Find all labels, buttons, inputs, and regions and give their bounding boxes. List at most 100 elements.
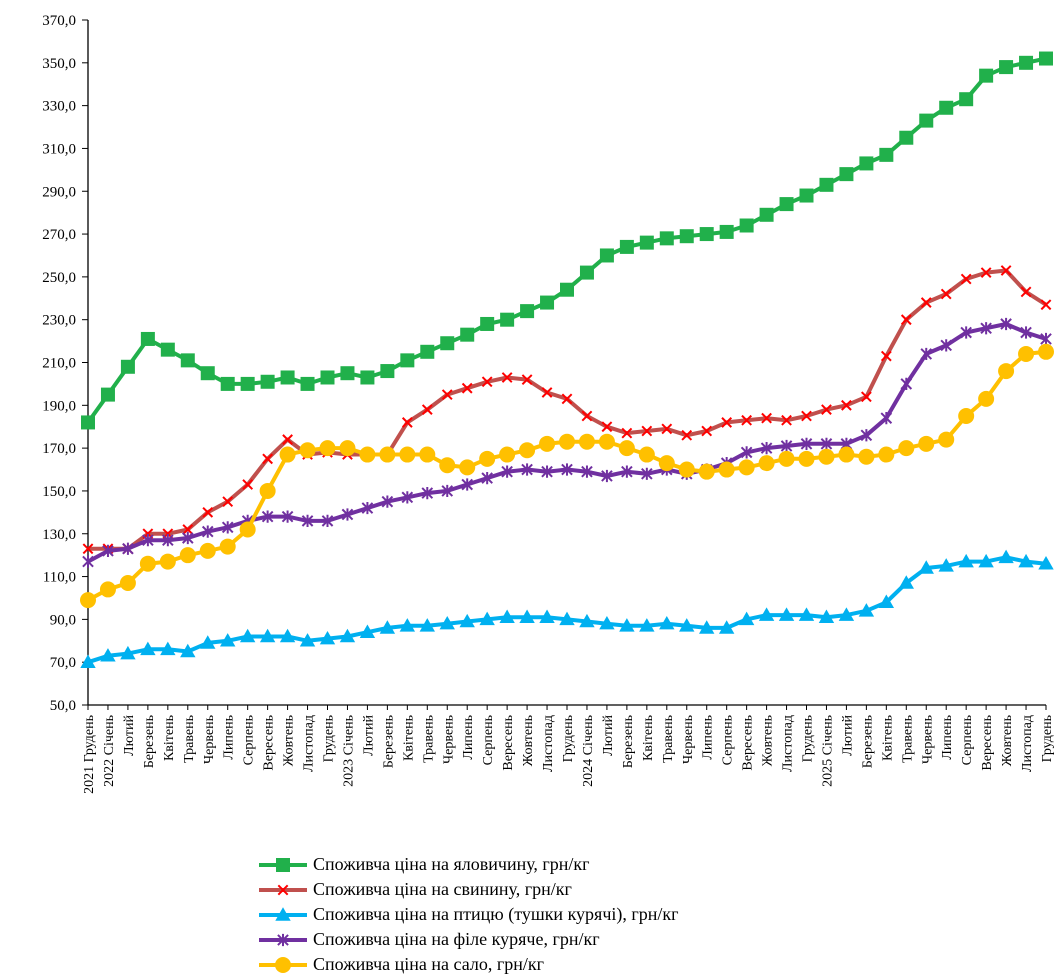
x-tick-label: Червень bbox=[202, 715, 217, 764]
x-tick-label: Вересень bbox=[741, 715, 756, 771]
data-point-pork bbox=[1040, 299, 1052, 311]
data-point-poultry bbox=[659, 615, 675, 630]
data-point-chicken-fillet bbox=[401, 491, 414, 504]
data-point-salo bbox=[519, 442, 536, 459]
data-point-salo bbox=[299, 442, 316, 459]
data-point-pork bbox=[501, 372, 513, 383]
data-point-beef bbox=[999, 60, 1014, 75]
legend-item-chicken-fillet: Споживча ціна на філе куряче, грн/кг bbox=[255, 927, 855, 952]
data-point-salo bbox=[898, 440, 915, 457]
data-point-beef bbox=[100, 387, 115, 402]
data-point-poultry bbox=[399, 618, 416, 632]
x-tick-label: Листопад bbox=[1020, 715, 1035, 772]
data-point-chicken-fillet bbox=[521, 463, 533, 476]
data-point-salo bbox=[978, 390, 995, 407]
legend-marker-poultry bbox=[259, 906, 307, 921]
data-point-chicken-fillet bbox=[421, 486, 434, 500]
data-point-pork bbox=[561, 393, 573, 405]
data-point-beef bbox=[879, 147, 894, 162]
data-point-pork bbox=[202, 506, 214, 518]
data-point-beef bbox=[699, 227, 714, 242]
legend-point bbox=[277, 884, 289, 895]
y-tick-label: 270,0 bbox=[42, 227, 76, 243]
data-point-salo bbox=[379, 446, 396, 463]
data-point-salo bbox=[319, 440, 336, 457]
x-tick-label: Березень bbox=[860, 715, 875, 768]
y-tick-label: 290,0 bbox=[42, 184, 76, 200]
x-tick-label: Травень bbox=[421, 715, 436, 763]
data-point-chicken-fillet bbox=[481, 471, 493, 485]
data-point-beef bbox=[739, 218, 754, 233]
data-point-salo bbox=[678, 461, 695, 478]
y-tick-label: 90,0 bbox=[50, 612, 76, 628]
x-tick-label: 2025 Січень bbox=[820, 715, 835, 787]
data-point-pork bbox=[741, 414, 753, 426]
x-tick-label: 2022 Січень bbox=[102, 715, 117, 787]
data-point-poultry bbox=[958, 553, 974, 568]
data-point-beef bbox=[340, 366, 355, 381]
data-point-poultry bbox=[479, 611, 495, 626]
data-point-beef bbox=[899, 130, 914, 145]
y-tick-label: 310,0 bbox=[42, 141, 76, 157]
data-point-pork bbox=[900, 314, 912, 326]
data-point-poultry bbox=[180, 643, 196, 658]
x-tick-label: Лютий bbox=[122, 714, 137, 755]
legend-item-pork: Споживча ціна на свинину, грн/кг bbox=[255, 877, 855, 902]
data-point-chicken-fillet bbox=[501, 465, 513, 478]
data-point-pork bbox=[282, 434, 293, 445]
data-point-pork bbox=[701, 425, 713, 437]
data-point-poultry bbox=[539, 609, 555, 624]
x-tick-label: Серпень bbox=[960, 715, 975, 765]
data-point-chicken-fillet bbox=[820, 437, 833, 450]
x-tick-label: Липень bbox=[461, 715, 476, 760]
data-point-salo bbox=[878, 446, 895, 463]
legend-marker-salo bbox=[259, 956, 307, 973]
data-point-poultry bbox=[599, 615, 615, 630]
data-point-poultry bbox=[559, 611, 575, 626]
series-poultry bbox=[80, 549, 1054, 668]
x-tick-label: Грудень bbox=[561, 715, 576, 762]
data-point-pork bbox=[641, 425, 653, 437]
data-point-chicken-fillet bbox=[581, 465, 593, 478]
x-tick-label: Грудень bbox=[801, 715, 816, 762]
x-tick-label: Листопад bbox=[781, 715, 796, 772]
data-point-beef bbox=[639, 235, 654, 250]
x-tick-label: Лютий bbox=[840, 714, 855, 755]
data-point-poultry bbox=[798, 607, 815, 621]
data-point-poultry bbox=[938, 558, 954, 572]
data-point-poultry bbox=[679, 618, 695, 632]
x-tick-label: Жовтень bbox=[761, 715, 776, 766]
data-point-pork bbox=[401, 417, 413, 428]
data-point-salo bbox=[1018, 345, 1035, 362]
data-point-beef bbox=[599, 248, 614, 263]
data-point-pork bbox=[841, 399, 852, 411]
x-tick-label: Вересень bbox=[501, 715, 516, 771]
data-point-poultry bbox=[778, 607, 795, 621]
data-point-chicken-fillet bbox=[441, 484, 454, 498]
line-chart: 50,0 70,0 90,0 110,0 130,0 150,0 170,0 190,0 210… bbox=[42, 13, 1055, 794]
data-point-beef bbox=[380, 364, 395, 379]
y-tick-label: 230,0 bbox=[42, 313, 76, 329]
x-tick-label: 2024 Січень bbox=[581, 715, 596, 787]
data-point-beef bbox=[420, 344, 435, 359]
data-point-poultry bbox=[160, 641, 176, 656]
data-point-chicken-fillet bbox=[900, 377, 913, 391]
x-tick-label: Березень bbox=[621, 715, 636, 768]
data-point-poultry bbox=[359, 624, 376, 638]
data-point-poultry bbox=[120, 645, 136, 660]
data-point-salo bbox=[718, 461, 735, 478]
data-point-salo bbox=[559, 433, 575, 450]
data-point-salo bbox=[638, 446, 655, 463]
data-point-salo bbox=[618, 440, 635, 457]
data-point-salo bbox=[219, 538, 236, 555]
x-tick-label: Квітень bbox=[641, 715, 656, 761]
legend-label-poultry: Споживча ціна на птицю (тушки курячі), г… bbox=[313, 904, 679, 924]
x-tick-label: Лютий bbox=[601, 714, 616, 755]
data-point-chicken-fillet bbox=[561, 463, 573, 476]
x-tick-label: Вересень bbox=[262, 715, 277, 771]
data-point-poultry bbox=[818, 609, 835, 624]
data-point-pork bbox=[960, 273, 972, 285]
data-point-salo bbox=[419, 446, 436, 463]
data-point-poultry bbox=[838, 607, 855, 621]
series-beef bbox=[81, 51, 1053, 430]
